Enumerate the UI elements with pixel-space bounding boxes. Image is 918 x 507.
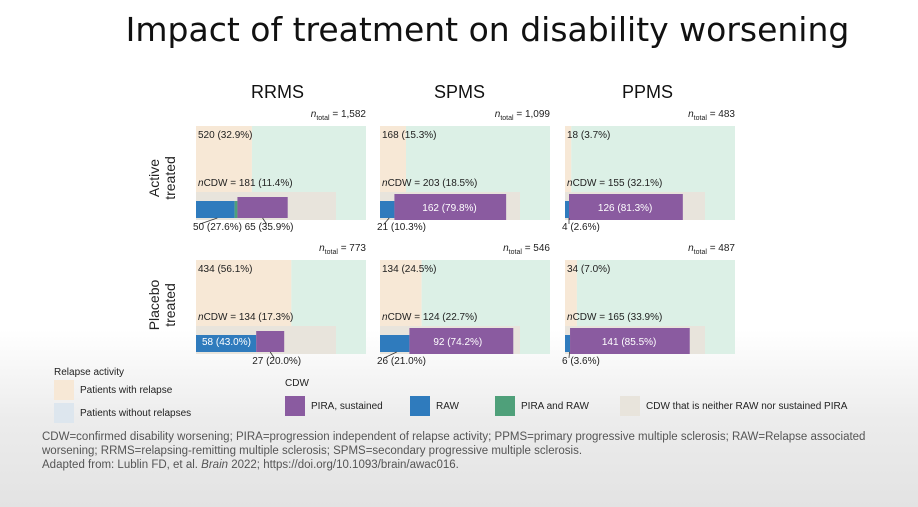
active-spms-relapse-label: 168 (15.3%) [382, 130, 437, 141]
page-title: Impact of treatment on disability worsen… [125, 10, 850, 49]
active-rrms-pira-bar [237, 197, 288, 218]
placebo-spms-raw-bar [380, 335, 410, 352]
citation-prefix: Adapted from: Lublin FD, et al. [42, 459, 202, 471]
active-spms-pira-bar [394, 194, 507, 220]
active-rrms-raw-bar [196, 201, 235, 218]
legend-swatch-pira-raw [495, 396, 515, 416]
active-ppms-raw-label: 4 (2.6%) [562, 222, 600, 233]
active-ppms-raw-bar [565, 201, 569, 218]
placebo-spms-ncdw-value: CDW = 124 (22.7%) [387, 312, 478, 323]
placebo-ppms-n-total-value: = 487 [709, 243, 735, 254]
placebo-ppms-relapse-label: 34 (7.0%) [567, 264, 611, 275]
column-header-rrms: RRMS [251, 82, 304, 102]
placebo-rrms-pira-bar [256, 331, 285, 352]
active-spms-ncdw-value: CDW = 203 (18.5%) [387, 178, 478, 189]
active-spms-ncdw-label: nCDW = 203 (18.5%) [382, 178, 478, 189]
citation-journal: Brain [201, 459, 229, 471]
legend-with-relapse: Patients with relapse [80, 385, 173, 396]
active-rrms-pira-leader [262, 217, 267, 225]
active-spms-raw-leader [383, 217, 390, 225]
footnote-abbreviations: CDW=confirmed disability worsening; PIRA… [42, 431, 866, 457]
placebo-rrms-n-total-value: = 773 [340, 243, 366, 254]
legend-swatch-relapse [54, 380, 74, 400]
placebo-spms-ncdw-label: nCDW = 124 (22.7%) [382, 312, 478, 323]
active-ppms-n-total-value: = 483 [709, 109, 735, 120]
placebo-ppms-pira-label: 141 (85.5%) [601, 337, 657, 348]
placebo-rrms-raw-bar [196, 335, 257, 352]
legend-swatch-no-relapse [54, 403, 74, 423]
active-ppms-relapse-label: 18 (3.7%) [567, 130, 611, 141]
placebo-rrms-ncdw-label: nCDW = 134 (17.3%) [198, 312, 294, 323]
placebo-ppms-pira-bar [570, 328, 690, 354]
legend-swatch-neither [620, 396, 640, 416]
legend-raw: RAW [436, 401, 459, 412]
active-ppms-pira-bar [569, 194, 683, 220]
legend-neither: CDW that is neither RAW nor sustained PI… [646, 401, 848, 412]
placebo-ppms-raw-bar [565, 335, 571, 352]
active-rrms-ncdw-value: CDW = 181 (11.4%) [203, 178, 293, 189]
column-header-spms: SPMS [434, 82, 486, 102]
placebo-ppms-raw-leader [568, 351, 570, 359]
active-ppms-relapse-area [565, 126, 572, 220]
legend-pira-raw: PIRA and RAW [521, 401, 589, 412]
placebo-rrms-n-total: ntotal = 773 [319, 243, 366, 256]
active-rrms-ncdw-label: nCDW = 181 (11.4%) [198, 178, 293, 189]
active-spms-n-total: ntotal = 1,099 [494, 109, 550, 122]
active-rrms-n-total-value: = 1,582 [332, 109, 366, 120]
legend-cdw-title: CDW [285, 378, 309, 389]
active-spms-raw-label: 21 (10.3%) [377, 222, 426, 233]
placebo-spms-raw-leader [383, 351, 397, 359]
active-rrms-n-total: ntotal = 1,582 [310, 109, 366, 122]
footnote-citation: Adapted from: Lublin FD, et al. Brain 20… [42, 458, 892, 472]
placebo-rrms-pira-leader [269, 351, 275, 359]
placebo-spms-pira-label: 92 (74.2%) [433, 337, 483, 348]
placebo-spms-pira-bar [409, 328, 514, 354]
active-spms-raw-bar [380, 201, 395, 218]
placebo-rrms-relapse-label: 434 (56.1%) [198, 264, 253, 275]
placebo-ppms-relapse-area [565, 260, 577, 354]
placebo-rrms-ncdw-value: CDW = 134 (17.3%) [203, 312, 294, 323]
legend-swatch-pira [285, 396, 305, 416]
legend-relapse-title: Relapse activity [54, 367, 125, 378]
active-rrms-raw-leader [199, 217, 218, 225]
placebo-rrms-pira-label: 27 (20.0%) [252, 356, 302, 367]
legend-swatch-raw [410, 396, 430, 416]
active-ppms-n-total: ntotal = 483 [688, 109, 735, 122]
placebo-spms-n-total: ntotal = 546 [503, 243, 550, 256]
placebo-ppms-raw-label: 6 (3.6%) [562, 356, 600, 367]
placebo-spms-n-total-value: = 546 [524, 243, 550, 254]
footnote: CDW=confirmed disability worsening; PIRA… [42, 430, 892, 472]
placebo-ppms-ncdw-label: nCDW = 165 (33.9%) [567, 312, 663, 323]
placebo-spms-raw-label: 26 (21.0%) [377, 356, 426, 367]
placebo-ppms-ncdw-value: CDW = 165 (33.9%) [572, 312, 663, 323]
legend-without-relapse: Patients without relapses [80, 408, 192, 419]
active-rrms-pira-label: 65 (35.9%) [244, 222, 294, 233]
active-rrms-raw-label: 50 (27.6%) [193, 222, 242, 233]
placebo-spms-relapse-label: 134 (24.5%) [382, 264, 437, 275]
active-spms-n-total-value: = 1,099 [516, 109, 550, 120]
placebo-ppms-n-total: ntotal = 487 [688, 243, 735, 256]
active-rrms-relapse-label: 520 (32.9%) [198, 130, 253, 141]
active-rrms-pira-raw-bar [234, 201, 238, 218]
active-spms-pira-label: 162 (79.8%) [422, 203, 477, 214]
active-ppms-pira-label: 126 (81.3%) [597, 203, 653, 214]
legend-pira: PIRA, sustained [311, 401, 383, 412]
citation-suffix: 2022; https://doi.org/10.1093/brain/awac… [228, 459, 459, 471]
column-header-ppms: PPMS [622, 82, 674, 102]
active-ppms-ncdw-value: CDW = 155 (32.1%) [572, 178, 663, 189]
active-ppms-ncdw-label: nCDW = 155 (32.1%) [567, 178, 663, 189]
placebo-rrms-raw-label: 58 (43.0%) [202, 337, 251, 348]
